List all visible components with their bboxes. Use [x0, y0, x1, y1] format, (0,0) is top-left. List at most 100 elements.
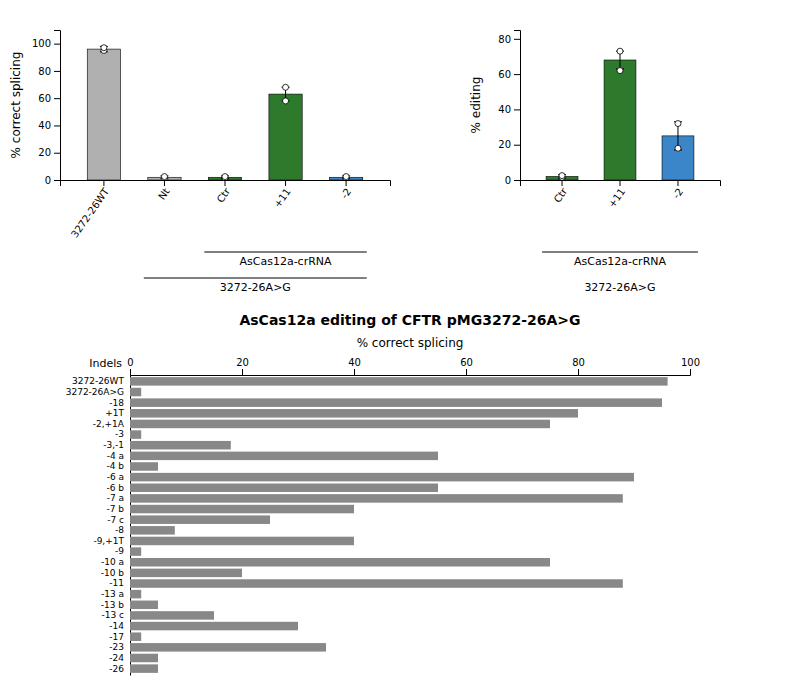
y-tick-label: -2,+1A — [93, 419, 125, 429]
bar — [130, 590, 141, 599]
x-tick-label: -2 — [339, 186, 354, 200]
x-tick-mark — [677, 180, 678, 186]
x-tick-mark — [103, 180, 104, 186]
y-tick-label: -4 a — [107, 451, 124, 461]
bar — [130, 515, 270, 524]
y-tick: 40 — [498, 104, 520, 115]
dot — [283, 98, 289, 104]
annotation: 3272-26A>G — [220, 281, 291, 294]
y-tick: -9,+1T — [93, 536, 130, 546]
dot — [222, 174, 228, 180]
x-tick: Nt — [156, 180, 172, 202]
x-axis-line — [521, 181, 721, 187]
x-tick-label: Nt — [156, 186, 172, 202]
y-tick: 80 — [38, 66, 60, 77]
x-tick: 20 — [236, 357, 249, 375]
y-axis-line — [514, 31, 521, 181]
bar — [130, 643, 326, 652]
bar — [130, 526, 175, 535]
y-tick: -10 b — [101, 568, 130, 578]
panel: 0204060801003272-26WT3272-26A>G-18+1T-2,… — [66, 312, 700, 676]
x-tick-label: Ctr — [552, 185, 570, 204]
panel: 0204060801003272-26WTNtCtr+11-2% correct… — [9, 31, 391, 295]
dot — [617, 68, 623, 74]
y-tick-label: -8 — [115, 525, 124, 535]
panel: 020406080Ctr+11-2% editingAsCas12a-crRNA… — [469, 31, 721, 295]
dot — [161, 174, 167, 180]
bar — [130, 505, 354, 514]
y-tick: -17 — [109, 632, 130, 642]
y-tick-label: -23 — [109, 642, 124, 652]
y-tick-label: -13 c — [101, 610, 124, 620]
x-tick-label: Ctr — [215, 185, 233, 204]
bracket — [144, 278, 367, 279]
chart-root: 0 20 40 60 80 100 3272-26WT Nt Ctr +11 -2 % correct… — [0, 0, 812, 686]
x-tick-label: +11 — [606, 186, 627, 210]
x-tick-label: 100 — [681, 357, 700, 368]
marks — [130, 377, 668, 673]
x-tick-label: +11 — [272, 186, 293, 210]
bar — [130, 462, 158, 471]
y-tick: 3272-26WT — [72, 376, 130, 386]
y-tick-label: -3,-1 — [103, 440, 124, 450]
x-tick-label: 20 — [236, 357, 249, 368]
y-tick: -6 a — [107, 472, 130, 482]
bar — [130, 441, 231, 450]
bar — [269, 94, 302, 180]
figure: 0 20 40 60 80 100 3272-26WT Nt Ctr +11 -2 % correct… — [0, 0, 812, 686]
y-tick: -13 a — [101, 589, 130, 599]
x-tick-mark — [466, 369, 467, 375]
y-tick-label: -10 b — [101, 568, 125, 578]
title: AsCas12a editing of CFTR pMG3272-26A>G — [239, 312, 580, 328]
x-axis-line — [131, 369, 691, 376]
bar — [130, 537, 354, 546]
bar — [604, 60, 636, 180]
y-tick: -7 c — [107, 515, 130, 525]
bar — [130, 632, 141, 641]
y-tick-mark — [514, 109, 520, 110]
y-tick: -24 — [109, 653, 130, 663]
y-tick-label: -7 b — [106, 504, 124, 514]
bar — [130, 452, 438, 461]
y-tick-label: -13 a — [101, 589, 124, 599]
x-tick: 0 — [127, 357, 133, 375]
y-tick-mark — [54, 180, 60, 181]
y-axis-title: Indels — [89, 357, 122, 370]
y-tick-mark — [514, 39, 520, 40]
y-tick: -3,-1 — [103, 440, 130, 450]
x-axis-title: % correct splicing — [357, 336, 464, 350]
x-axis-line — [61, 181, 391, 187]
y-tick-label: -6 a — [107, 472, 124, 482]
x-tick-mark — [354, 369, 355, 375]
x-tick: 100 — [681, 357, 700, 375]
x-tick-label: 3272-26WT — [69, 185, 112, 239]
bracket — [542, 252, 698, 253]
bar — [87, 49, 120, 180]
bar — [130, 547, 141, 556]
x-tick-label: 60 — [460, 357, 473, 368]
y-tick-mark — [54, 153, 60, 154]
annotation: AsCas12a-crRNA — [240, 255, 333, 268]
bar — [130, 611, 214, 620]
annotation: AsCas12a-crRNA — [574, 255, 667, 268]
y-tick: -11 — [109, 578, 130, 588]
x-tick: +11 — [272, 180, 293, 210]
y-tick-mark — [54, 125, 60, 126]
y-tick: -9 — [115, 546, 130, 556]
y-tick: 20 — [38, 147, 60, 158]
bar — [130, 484, 438, 493]
y-tick-label: -17 — [109, 632, 124, 642]
y-tick-label: 60 — [498, 69, 511, 80]
y-tick: 60 — [38, 93, 60, 104]
y-axis-line — [54, 31, 61, 181]
y-tick-mark — [54, 71, 60, 72]
y-tick: -13 c — [101, 610, 130, 620]
x-axis: Ctr +11 -2 — [521, 180, 721, 210]
y-tick-label: -18 — [109, 398, 124, 408]
y-tick: -10 a — [101, 557, 130, 567]
x-tick: -2 — [670, 180, 685, 201]
x-tick: -2 — [339, 180, 354, 201]
marks — [87, 45, 363, 180]
y-tick: -4 b — [106, 461, 130, 471]
bar — [130, 409, 578, 418]
